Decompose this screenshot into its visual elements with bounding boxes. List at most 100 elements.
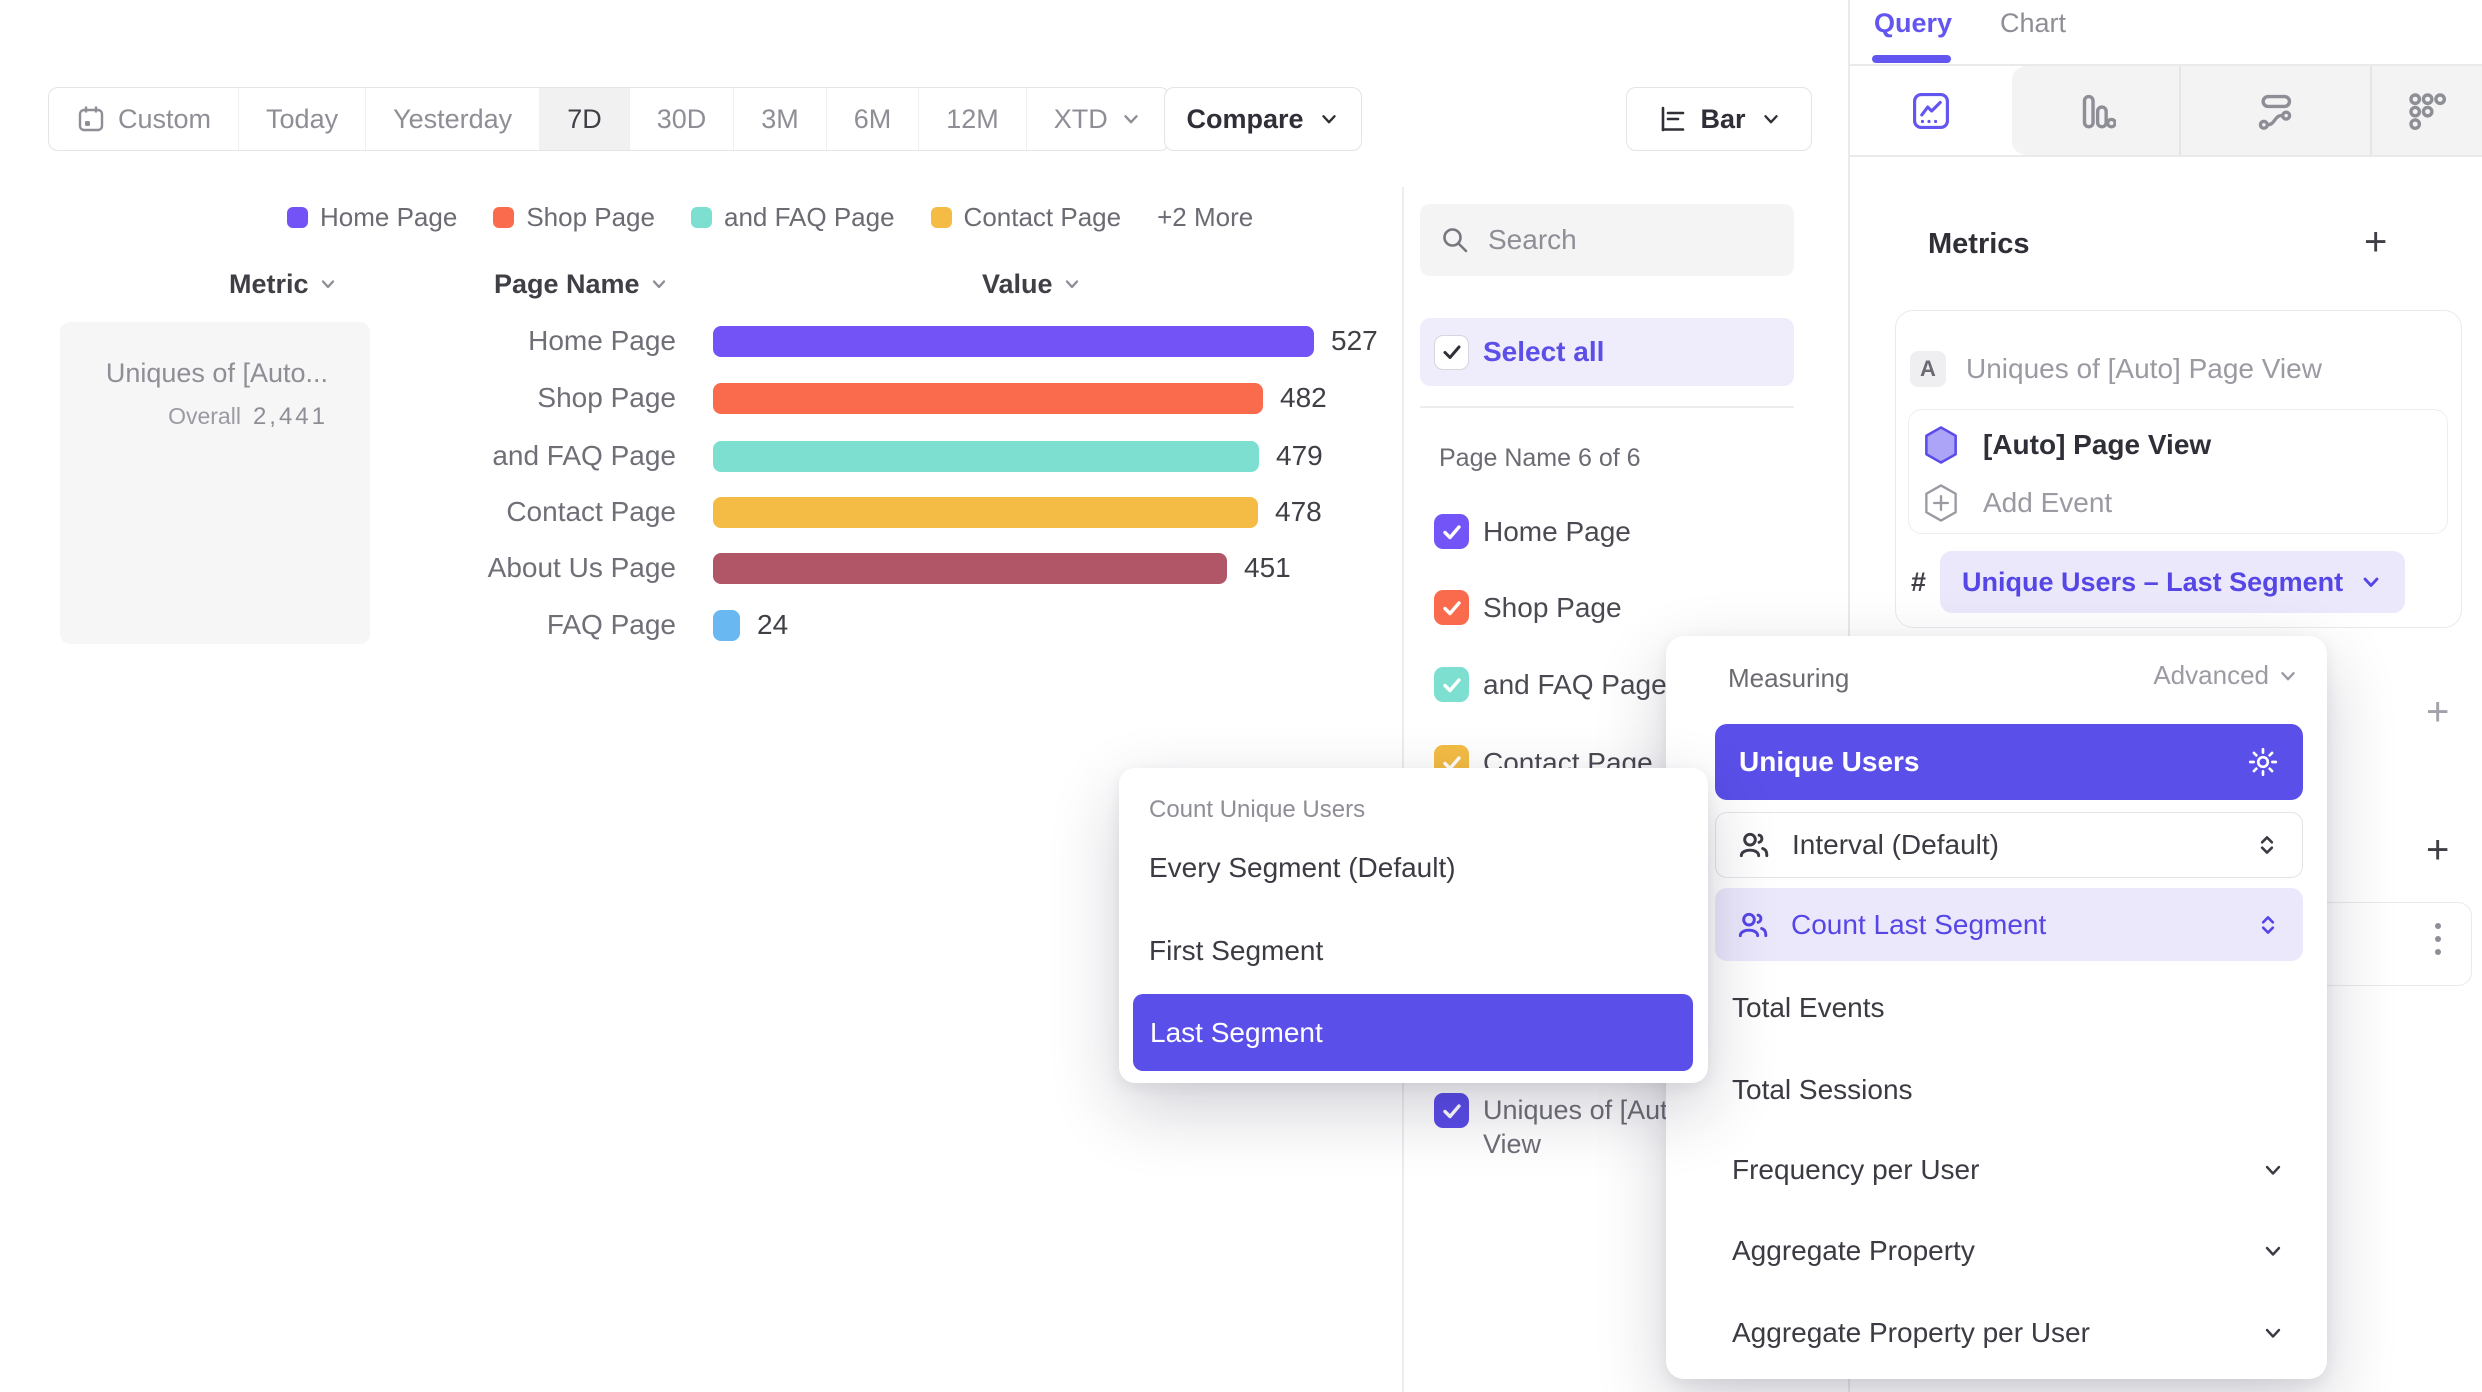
filter-item-shop-page[interactable]: Shop Page bbox=[1434, 590, 1622, 625]
report-tab-retention[interactable] bbox=[2372, 66, 2482, 155]
column-header-metric[interactable]: Metric bbox=[229, 267, 338, 301]
advanced-toggle[interactable]: Advanced bbox=[2153, 660, 2299, 691]
more-options-icon[interactable] bbox=[2435, 923, 2441, 955]
tab-chart[interactable]: Chart bbox=[2000, 8, 2067, 38]
measuring-option-interval[interactable]: Interval (Default) bbox=[1715, 812, 2303, 878]
compare-button[interactable]: Compare bbox=[1164, 87, 1362, 151]
bar[interactable] bbox=[713, 382, 1263, 414]
bar[interactable] bbox=[713, 440, 1259, 472]
select-all-checkbox[interactable] bbox=[1434, 334, 1469, 370]
select-all-row[interactable]: Select all bbox=[1420, 318, 1794, 386]
date-range-today[interactable]: Today bbox=[239, 88, 367, 150]
add-filter-button[interactable]: + bbox=[2426, 690, 2450, 734]
date-range-6m[interactable]: 6M bbox=[827, 88, 920, 150]
check-icon bbox=[1442, 677, 1461, 692]
tab-query[interactable]: Query bbox=[1874, 8, 1953, 38]
measuring-option-total-events[interactable]: Total Events bbox=[1732, 992, 1885, 1023]
chevron-down-icon[interactable] bbox=[2261, 1239, 2285, 1263]
filter-item-and-faq-page[interactable]: and FAQ Page bbox=[1434, 667, 1667, 702]
date-range-30d[interactable]: 30D bbox=[630, 88, 735, 150]
bar[interactable] bbox=[713, 552, 1227, 584]
active-tab-indicator bbox=[1872, 55, 1951, 63]
chart-type-button[interactable]: Bar bbox=[1626, 87, 1812, 151]
check-icon bbox=[1442, 600, 1461, 615]
measuring-option-aggregate-property[interactable]: Aggregate Property bbox=[1732, 1235, 1975, 1266]
filter-group-label: Page Name 6 of 6 bbox=[1439, 444, 1641, 472]
metric-title: Uniques of [Auto] Page View bbox=[1966, 353, 2322, 384]
search-input[interactable] bbox=[1488, 224, 1738, 256]
legend-swatch bbox=[287, 207, 308, 228]
legend-label: Contact Page bbox=[963, 202, 1122, 232]
report-tab-funnels[interactable] bbox=[2040, 66, 2150, 155]
date-range-3m[interactable]: 3M bbox=[734, 88, 827, 150]
bar-value: 24 bbox=[757, 609, 789, 640]
chevron-down-icon[interactable] bbox=[2261, 1158, 2285, 1182]
measuring-option-count-last-segment[interactable]: Count Last Segment bbox=[1715, 888, 2303, 961]
measuring-option-frequency-per-user[interactable]: Frequency per User bbox=[1732, 1154, 1980, 1185]
bar-row: 482 bbox=[713, 382, 1327, 414]
chevron-down-icon bbox=[2363, 577, 2379, 587]
legend-more[interactable]: +2 More bbox=[1157, 202, 1254, 232]
chevron-down-icon[interactable] bbox=[2261, 1321, 2285, 1345]
legend-swatch bbox=[690, 207, 712, 228]
date-range-label: XTD bbox=[1053, 103, 1108, 134]
legend-item[interactable]: Shop Page bbox=[493, 202, 655, 233]
filter-item-home-page[interactable]: Home Page bbox=[1434, 514, 1631, 549]
column-header-value[interactable]: Value bbox=[982, 267, 1082, 301]
calendar-icon bbox=[78, 106, 104, 132]
bar[interactable] bbox=[713, 325, 1314, 357]
search-box bbox=[1420, 204, 1794, 276]
legend-item[interactable]: Contact Page bbox=[930, 202, 1122, 233]
date-range-12m[interactable]: 12M bbox=[919, 88, 1027, 150]
retention-icon bbox=[2409, 92, 2447, 130]
measurement-selector[interactable]: Unique Users – Last Segment bbox=[1940, 551, 2406, 613]
bar[interactable] bbox=[713, 496, 1258, 528]
column-header-page-name[interactable]: Page Name bbox=[494, 267, 669, 301]
checkbox-checked[interactable] bbox=[1434, 590, 1469, 625]
check-icon bbox=[1443, 345, 1460, 359]
bar-row-label: FAQ Page bbox=[546, 609, 676, 640]
list-divider bbox=[1420, 406, 1794, 408]
bar-row-label: Shop Page bbox=[537, 382, 676, 413]
measuring-option-total-sessions[interactable]: Total Sessions bbox=[1732, 1074, 1913, 1105]
legend-item[interactable]: and FAQ Page bbox=[690, 202, 895, 233]
menu-option-first-segment[interactable]: First Segment bbox=[1149, 935, 1324, 966]
add-metric-button[interactable]: + bbox=[2364, 220, 2388, 264]
chevron-down-icon bbox=[2281, 671, 2295, 680]
report-type-separator bbox=[2179, 66, 2181, 155]
measuring-option-aggregate-property-per-user[interactable]: Aggregate Property per User bbox=[1732, 1317, 2090, 1348]
add-event-row[interactable]: Add Event bbox=[1923, 482, 2112, 524]
measuring-option-label: Interval (Default) bbox=[1792, 829, 1999, 860]
event-row[interactable]: [Auto] Page View bbox=[1923, 424, 2211, 466]
menu-option-last-segment-selected[interactable]: Last Segment bbox=[1133, 994, 1693, 1071]
compare-label: Compare bbox=[1186, 103, 1304, 134]
checkbox-checked[interactable] bbox=[1434, 1093, 1469, 1128]
metrics-section-title: Metrics bbox=[1928, 228, 2030, 260]
search-icon bbox=[1443, 228, 1468, 253]
date-range-label: 30D bbox=[656, 103, 707, 134]
date-range-label: Custom bbox=[118, 103, 212, 134]
menu-option-every-segment[interactable]: Every Segment (Default) bbox=[1149, 852, 1456, 883]
gear-icon[interactable] bbox=[2247, 746, 2279, 778]
measuring-option-unique-users-selected[interactable]: Unique Users bbox=[1715, 724, 2303, 800]
chevron-down-icon bbox=[1124, 115, 1138, 124]
legend-label: Home Page bbox=[320, 202, 458, 232]
checkbox-checked[interactable] bbox=[1434, 667, 1469, 702]
date-range-7d[interactable]: 7D bbox=[540, 88, 630, 150]
date-range-custom[interactable]: Custom bbox=[49, 88, 240, 150]
chart-type-label: Bar bbox=[1700, 103, 1746, 134]
date-range-xtd[interactable]: XTD bbox=[1027, 88, 1169, 150]
overall-value: 2,441 bbox=[252, 403, 328, 430]
legend-item[interactable]: Home Page bbox=[287, 202, 457, 233]
report-tab-flows[interactable] bbox=[2220, 66, 2330, 155]
bar-value: 478 bbox=[1275, 496, 1322, 527]
checkbox-checked[interactable] bbox=[1434, 514, 1469, 549]
bar[interactable] bbox=[713, 609, 740, 641]
metric-cell[interactable]: Uniques of [Auto... Overall 2,441 bbox=[60, 322, 370, 644]
bar-value: 482 bbox=[1280, 382, 1327, 413]
date-range-yesterday[interactable]: Yesterday bbox=[366, 88, 541, 150]
metric-row[interactable]: A Uniques of [Auto] Page View bbox=[1910, 351, 2322, 387]
report-tab-insights-selected[interactable] bbox=[1876, 66, 1986, 155]
add-breakdown-button[interactable]: + bbox=[2426, 828, 2450, 872]
